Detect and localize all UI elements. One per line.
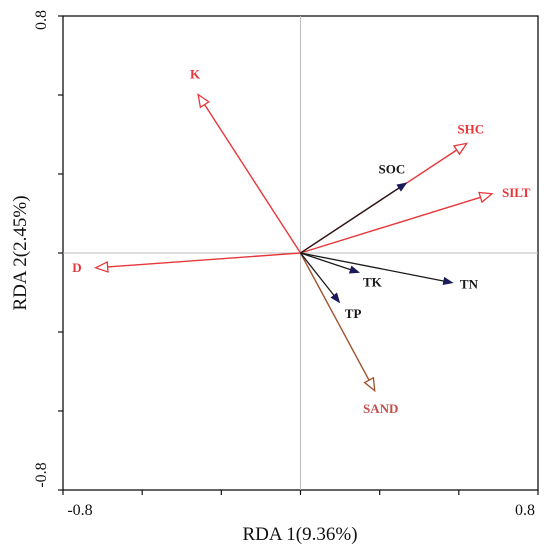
arrowhead-silt	[478, 191, 494, 204]
vector-sand	[299, 252, 370, 381]
label-d: D	[72, 260, 81, 275]
arrowhead-soc	[396, 182, 408, 192]
label-silt: SILT	[502, 185, 531, 200]
y-tick-label-max: 0.8	[33, 10, 50, 30]
y-tick-label-min: -0.8	[33, 462, 50, 487]
arrowhead-tk	[348, 265, 361, 274]
x-axis-title: RDA 1(9.36%)	[242, 524, 357, 545]
arrowhead-tp	[330, 292, 341, 304]
label-tp: TP	[345, 306, 362, 321]
label-sand: SAND	[363, 401, 398, 416]
arrowhead-k	[197, 93, 210, 109]
x-tick-label-max: 0.8	[515, 502, 535, 519]
arrowhead-tn	[442, 276, 454, 286]
vector-k	[204, 104, 302, 254]
label-soc: SOC	[379, 161, 406, 176]
vector-tk	[300, 252, 352, 271]
arrowhead-sand	[363, 376, 376, 393]
vector-d	[107, 252, 301, 268]
label-tk: TK	[363, 274, 383, 289]
arrowhead-shc	[452, 142, 469, 156]
vector-silt	[300, 196, 481, 254]
arrowhead-d	[93, 260, 109, 273]
y-axis-title: RDA 2(2.45%)	[10, 195, 31, 310]
vector-tp	[299, 252, 335, 297]
label-tn: TN	[460, 277, 479, 292]
x-tick-label-min: -0.8	[67, 502, 92, 519]
vector-tn	[300, 252, 445, 282]
label-k: K	[190, 67, 201, 82]
label-shc: SHC	[457, 121, 484, 136]
vector-soc	[300, 187, 400, 254]
